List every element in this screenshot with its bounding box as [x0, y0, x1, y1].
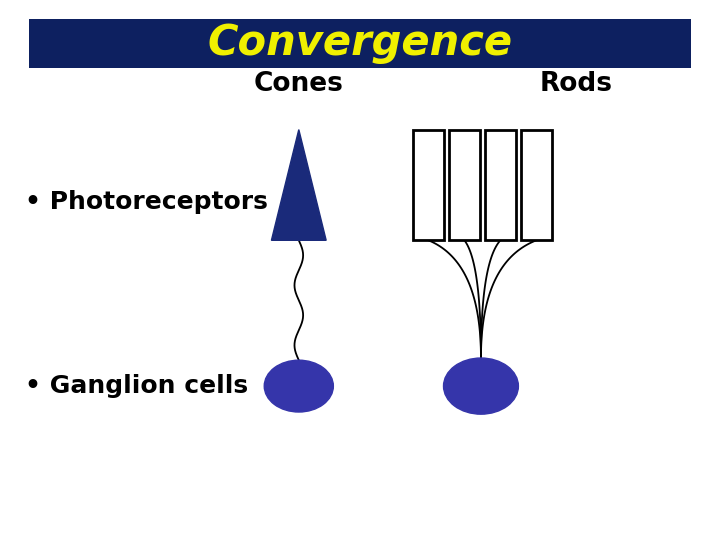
Polygon shape	[271, 130, 326, 240]
Bar	[413, 130, 444, 240]
Text: Convergence: Convergence	[207, 22, 513, 64]
Bar	[449, 130, 480, 240]
Text: Cones: Cones	[254, 71, 343, 97]
Text: Rods: Rods	[539, 71, 613, 97]
Bar	[521, 130, 552, 240]
Bar	[485, 130, 516, 240]
Ellipse shape	[264, 360, 333, 412]
Text: • Photoreceptors: • Photoreceptors	[25, 191, 268, 214]
Ellipse shape	[444, 358, 518, 414]
FancyBboxPatch shape	[29, 19, 691, 68]
Text: • Ganglion cells: • Ganglion cells	[25, 374, 248, 398]
